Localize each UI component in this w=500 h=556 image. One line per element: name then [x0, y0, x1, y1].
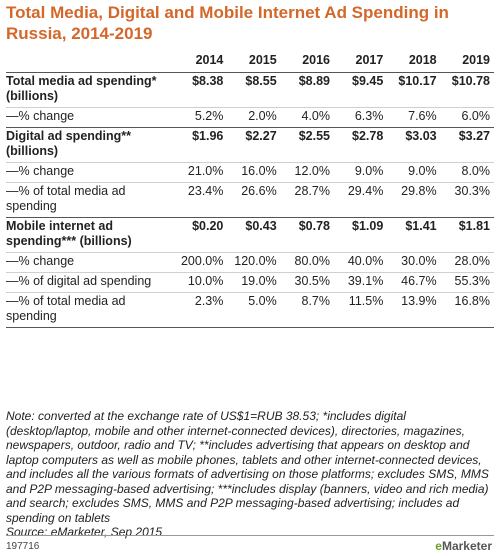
cell-value: 46.7% [387, 272, 441, 293]
cell-value: 6.0% [440, 107, 494, 128]
cell-value: 30.3% [440, 182, 494, 218]
row-digital-change: —% change 21.0% 16.0% 12.0% 9.0% 9.0% 8.0% [6, 162, 494, 183]
cell-value: $10.78 [440, 72, 494, 108]
row-mobile-share-digital: —% of digital ad spending 10.0% 19.0% 30.5%… [6, 272, 494, 293]
cell-value: 16.0% [227, 162, 281, 183]
cell-value: $3.03 [387, 127, 441, 163]
cell-value: 11.5% [334, 292, 388, 328]
cell-value: 29.8% [387, 182, 441, 218]
cell-value: 21.0% [174, 162, 228, 183]
row-label: Digital ad spending** (billions) [6, 127, 175, 163]
column-header: 2016 [280, 49, 334, 73]
cell-value: 16.8% [440, 292, 494, 328]
row-label: —% change [6, 107, 175, 128]
cell-value: $0.43 [227, 217, 281, 253]
cell-value: 8.0% [440, 162, 494, 183]
cell-value: 39.1% [334, 272, 388, 293]
row-label: —% of digital ad spending [6, 272, 175, 293]
source-text: Source: eMarketer, Sep 2015 [6, 525, 163, 539]
footnote: Note: converted at the exchange rate of … [6, 409, 494, 540]
cell-value: 30.5% [280, 272, 334, 293]
row-label: —% change [6, 252, 175, 273]
cell-value: 55.3% [440, 272, 494, 293]
header-spacer [6, 49, 175, 73]
row-label: Mobile internet ad spending*** (billions… [6, 217, 175, 253]
row-total-media-change: —% change 5.2% 2.0% 4.0% 6.3% 7.6% 6.0% [6, 107, 494, 128]
row-mobile-share-total: —% of total media ad spending 2.3% 5.0% 8.7… [6, 292, 494, 328]
chart-id: 197716 [6, 541, 40, 552]
cell-value: $1.96 [174, 127, 228, 163]
column-header: 2017 [334, 49, 388, 73]
cell-value: 2.3% [174, 292, 228, 328]
cell-value: 29.4% [334, 182, 388, 218]
header-row: 2014 2015 2016 2017 2018 2019 [6, 49, 494, 73]
cell-value: $0.78 [280, 217, 334, 253]
cell-value: 120.0% [227, 252, 281, 273]
cell-value: 5.0% [227, 292, 281, 328]
cell-value: 2.0% [227, 107, 281, 128]
cell-value: $1.81 [440, 217, 494, 253]
cell-value: 4.0% [280, 107, 334, 128]
cell-value: $3.27 [440, 127, 494, 163]
row-label: —% of total media ad spending [6, 182, 175, 218]
cell-value: $1.41 [387, 217, 441, 253]
row-total-media: Total media ad spending* (billions) $8.38… [6, 72, 494, 108]
cell-value: $2.27 [227, 127, 281, 163]
cell-value: $0.20 [174, 217, 228, 253]
cell-value: 9.0% [387, 162, 441, 183]
cell-value: 7.6% [387, 107, 441, 128]
cell-value: 9.0% [334, 162, 388, 183]
cell-value: $8.55 [227, 72, 281, 108]
column-header: 2015 [227, 49, 281, 73]
row-label: —% change [6, 162, 175, 183]
cell-value: $8.89 [280, 72, 334, 108]
cell-value: 8.7% [280, 292, 334, 328]
emarketer-logo: eMarketer [435, 539, 492, 553]
cell-value: 28.0% [440, 252, 494, 273]
cell-value: 19.0% [227, 272, 281, 293]
cell-value: 80.0% [280, 252, 334, 273]
logo-prefix: e [435, 539, 442, 553]
cell-value: $10.17 [387, 72, 441, 108]
note-text: Note: converted at the exchange rate of … [6, 409, 489, 525]
ad-spending-table: 2014 2015 2016 2017 2018 2019 Total medi… [6, 49, 494, 328]
chart-title: Total Media, Digital and Mobile Internet… [6, 3, 449, 43]
cell-value: 26.6% [227, 182, 281, 218]
cell-value: 200.0% [174, 252, 228, 273]
column-header: 2018 [387, 49, 441, 73]
cell-value: 13.9% [387, 292, 441, 328]
cell-value: 6.3% [334, 107, 388, 128]
row-label: Total media ad spending* (billions) [6, 72, 175, 108]
row-mobile-change: —% change 200.0% 120.0% 80.0% 40.0% 30.0% 28.0… [6, 252, 494, 273]
row-mobile: Mobile internet ad spending*** (billions… [6, 217, 494, 253]
cell-value: 5.2% [174, 107, 228, 128]
cell-value: 40.0% [334, 252, 388, 273]
row-digital-share-total: —% of total media ad spending 23.4% 26.6% 2… [6, 182, 494, 218]
cell-value: $8.38 [174, 72, 228, 108]
footer-divider [6, 535, 494, 536]
row-label: —% of total media ad spending [6, 292, 175, 328]
cell-value: $2.55 [280, 127, 334, 163]
cell-value: 23.4% [174, 182, 228, 218]
cell-value: 12.0% [280, 162, 334, 183]
row-digital: Digital ad spending** (billions) $1.96 $2.… [6, 127, 494, 163]
cell-value: $2.78 [334, 127, 388, 163]
column-header: 2019 [440, 49, 494, 73]
cell-value: $9.45 [334, 72, 388, 108]
logo-name: Marketer [441, 539, 492, 553]
cell-value: 10.0% [174, 272, 228, 293]
cell-value: $1.09 [334, 217, 388, 253]
column-header: 2014 [174, 49, 228, 73]
cell-value: 30.0% [387, 252, 441, 273]
cell-value: 28.7% [280, 182, 334, 218]
